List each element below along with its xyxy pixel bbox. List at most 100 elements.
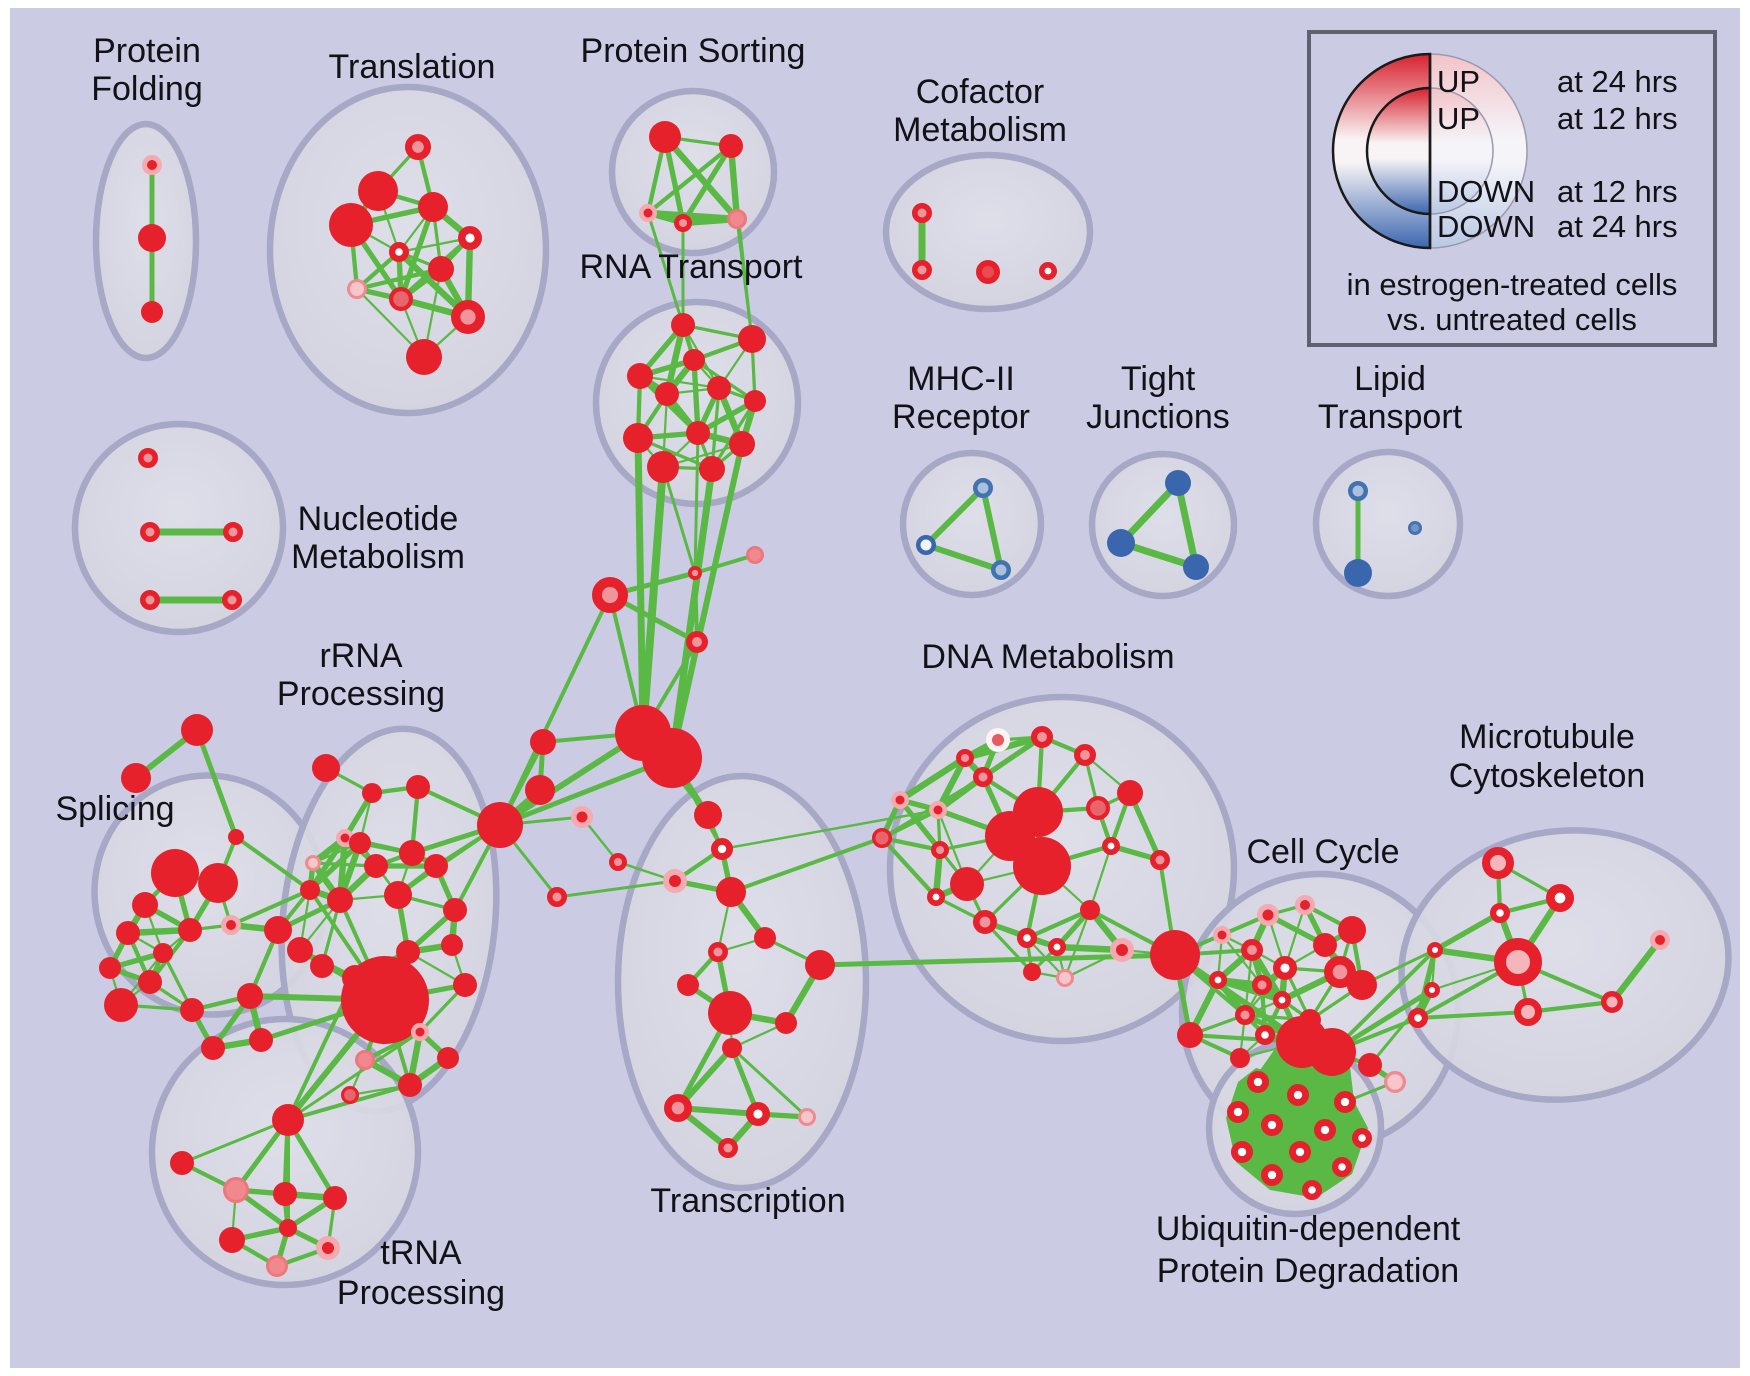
gene-node-pinkRing	[1110, 938, 1134, 962]
cluster-label-tn: tRNA	[380, 1234, 462, 1272]
gene-node-whiteCenter	[1314, 1119, 1337, 1142]
gene-node-red	[642, 728, 702, 788]
interaction-edge	[194, 727, 239, 840]
gene-node-whiteCenter	[1287, 1084, 1310, 1107]
cluster-label-mt: Cytoskeleton	[1449, 757, 1646, 795]
gene-node-blueRingPale	[1348, 481, 1368, 501]
interaction-edge	[180, 1118, 290, 1165]
gene-node-pink	[727, 209, 747, 229]
gene-node-red	[708, 991, 752, 1035]
cluster-label-tj: Junctions	[1086, 398, 1230, 436]
gene-node-whiteCenter	[1039, 262, 1058, 281]
gene-node-red	[121, 763, 151, 793]
legend-time-label: at 12 hrs	[1557, 101, 1678, 136]
cluster-label-nm: Nucleotide	[298, 500, 459, 538]
gene-node-red	[153, 943, 173, 963]
gene-node-pinkRing	[316, 1236, 340, 1260]
interaction-edge	[897, 797, 943, 853]
gene-node-redPink	[1241, 939, 1264, 962]
gene-node-red	[677, 974, 699, 996]
gene-node-whiteCenter	[1016, 927, 1037, 948]
cluster-label-cc: Cell Cycle	[1246, 833, 1399, 871]
interaction-edge	[1214, 976, 1286, 1004]
gene-node-blueRingPale	[973, 478, 993, 498]
cluster-label-tx: Transcription	[650, 1182, 845, 1220]
gene-node-red	[138, 970, 162, 994]
gene-node-red	[1230, 1048, 1250, 1068]
gene-node-redPink	[686, 631, 709, 654]
gene-node-red	[722, 1038, 742, 1058]
interaction-edge	[398, 204, 436, 302]
interaction-edge	[397, 236, 472, 254]
gene-node-red	[399, 840, 425, 866]
gene-node-pinkRing	[1650, 930, 1670, 950]
gene-node-pinkRing	[1213, 926, 1231, 944]
gene-node-pink	[355, 1050, 375, 1070]
cluster-label-tn: Processing	[337, 1274, 505, 1312]
gene-node-red	[1150, 930, 1200, 980]
gene-node-whiteCenter	[1423, 981, 1440, 998]
gene-node-whiteCenter	[1231, 1141, 1254, 1164]
gene-node-whiteCenter	[1048, 937, 1067, 956]
gene-node-red	[310, 954, 334, 978]
interaction-edge	[234, 835, 312, 892]
gene-node-redPink	[140, 590, 160, 610]
cluster-boundary-tx	[614, 772, 870, 1192]
cluster-label-rt: RNA Transport	[580, 248, 804, 286]
interaction-edge	[730, 1046, 809, 1119]
gene-node-red	[300, 880, 320, 900]
interaction-edge	[729, 144, 754, 341]
gene-node-pink	[746, 546, 764, 564]
interaction-edge	[555, 879, 677, 899]
gene-node-bigPinkCore	[1514, 998, 1542, 1026]
gene-node-red	[754, 927, 776, 949]
gene-node-whiteCenter	[1261, 1114, 1284, 1137]
gene-node-red	[453, 973, 477, 997]
gene-node-red	[647, 451, 679, 483]
interaction-edge	[879, 807, 941, 841]
gene-node-red	[1347, 970, 1377, 1000]
interaction-edge	[1024, 907, 1093, 941]
interaction-edge	[354, 266, 444, 292]
interaction-edge	[693, 431, 700, 575]
gene-node-whiteCenter	[389, 242, 410, 263]
gene-node-red	[775, 1012, 797, 1034]
interaction-edge	[1608, 936, 1664, 1006]
gene-node-blue	[1344, 559, 1372, 587]
interaction-edge	[980, 485, 1004, 573]
interaction-edge	[661, 133, 741, 223]
cluster-label-rr: Processing	[277, 675, 445, 713]
gene-node-pinkRing	[929, 801, 947, 819]
cluster-label-cf: Metabolism	[893, 111, 1067, 149]
gene-node-pink	[223, 1177, 249, 1203]
gene-node-pinkRing	[1257, 904, 1279, 926]
gene-node-red	[287, 937, 313, 963]
interaction-edge	[934, 754, 969, 814]
legend-layer: UP at 24 hrs UP at 12 hrs DOWN at 12 hrs DOWN a…	[1307, 30, 1717, 347]
gene-node-red	[228, 829, 244, 845]
interaction-edge	[668, 465, 716, 762]
gene-node-redPink	[718, 1138, 738, 1158]
gene-node-redPink	[1074, 744, 1097, 767]
gene-node-palePink	[798, 1108, 816, 1126]
gene-node-red	[201, 1036, 225, 1060]
gene-node-redPink	[223, 522, 243, 542]
interaction-edge	[923, 542, 1004, 573]
gene-node-redPink	[708, 942, 728, 962]
gene-node-red	[719, 134, 743, 158]
gene-node-redPink	[592, 577, 629, 614]
gene-node-red	[525, 775, 555, 805]
gene-node-whiteCenter	[745, 1101, 770, 1126]
gene-node-red	[1177, 1022, 1203, 1048]
cluster-label-dm: DNA Metabolism	[921, 638, 1174, 676]
gene-node-red	[406, 339, 442, 375]
gene-node-red	[1308, 1028, 1356, 1076]
cluster-label-lt: Lipid	[1354, 360, 1426, 398]
gene-node-pink	[266, 1255, 288, 1277]
interaction-edge	[693, 553, 757, 575]
gene-node-whiteRing	[986, 728, 1010, 752]
gene-node-red	[1313, 933, 1337, 957]
cluster-boundary-tj	[1088, 450, 1238, 600]
gene-node-whiteCenter	[1289, 1141, 1312, 1164]
gene-node-redPink	[405, 133, 432, 160]
